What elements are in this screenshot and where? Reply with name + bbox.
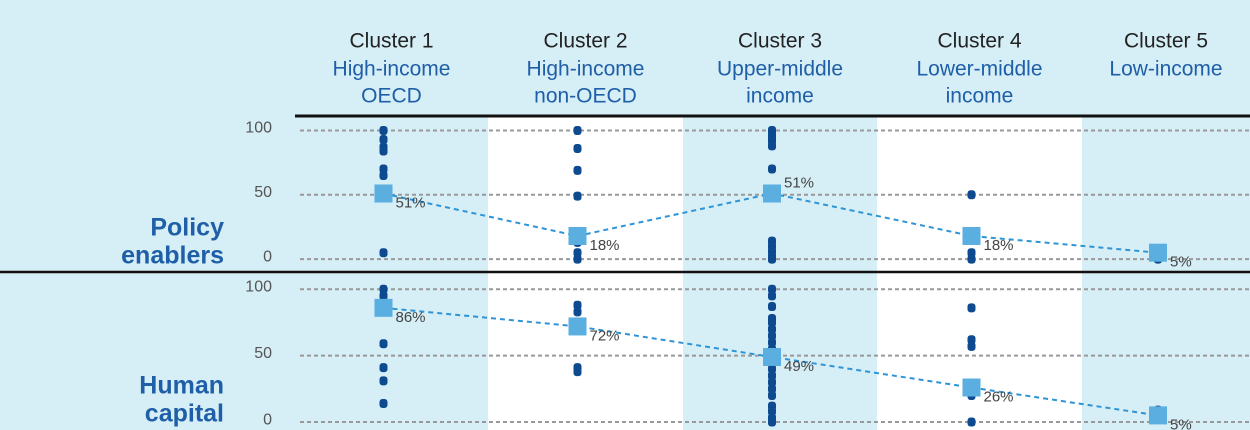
value-label: 86% bbox=[396, 309, 426, 326]
column-subtitle: non-OECD bbox=[534, 85, 637, 108]
mean-marker bbox=[374, 184, 393, 203]
column-subtitle: Upper-middle bbox=[717, 58, 843, 81]
dot bbox=[768, 417, 776, 427]
dot bbox=[768, 371, 776, 381]
dot bbox=[573, 165, 582, 175]
panel-label: Human bbox=[139, 372, 224, 400]
value-label: 18% bbox=[984, 237, 1014, 254]
y-tick-label: 50 bbox=[254, 184, 272, 201]
dot bbox=[573, 367, 582, 377]
column-header: Cluster 1 bbox=[349, 30, 433, 53]
dot bbox=[768, 284, 776, 294]
dot bbox=[379, 170, 388, 180]
mean-marker bbox=[763, 184, 781, 203]
dot bbox=[967, 341, 976, 351]
dot bbox=[768, 390, 776, 400]
dot bbox=[967, 190, 976, 200]
mean-marker bbox=[962, 226, 981, 245]
column-header: Cluster 3 bbox=[738, 30, 822, 53]
dot bbox=[379, 398, 388, 408]
dot bbox=[768, 337, 776, 347]
dot bbox=[379, 284, 388, 294]
y-tick-label: 0 bbox=[263, 411, 272, 428]
value-label: 51% bbox=[396, 194, 426, 211]
dot bbox=[768, 406, 776, 416]
value-label: 49% bbox=[784, 358, 814, 375]
mean-marker bbox=[763, 347, 781, 366]
dot bbox=[768, 377, 776, 387]
mean-marker bbox=[962, 378, 981, 397]
dot bbox=[768, 331, 776, 341]
dot bbox=[768, 254, 776, 264]
y-tick-label: 0 bbox=[263, 248, 272, 265]
dot bbox=[573, 125, 582, 135]
y-tick-label: 50 bbox=[254, 345, 272, 362]
dot bbox=[379, 363, 388, 373]
dot bbox=[768, 141, 776, 151]
column-bg bbox=[488, 117, 683, 430]
value-label: 5% bbox=[1170, 416, 1192, 430]
dot bbox=[573, 300, 582, 310]
dot bbox=[379, 376, 388, 386]
mean-marker bbox=[1149, 243, 1167, 262]
column-header: Cluster 2 bbox=[543, 30, 627, 53]
column-subtitle: Low-income bbox=[1109, 58, 1222, 81]
dot bbox=[768, 364, 776, 374]
dot bbox=[379, 248, 388, 258]
dot bbox=[379, 291, 388, 301]
value-label: 5% bbox=[1170, 254, 1192, 271]
dot bbox=[379, 339, 388, 349]
dot bbox=[379, 125, 388, 135]
dot bbox=[379, 146, 388, 156]
column-subtitle: Lower-middle bbox=[916, 58, 1042, 81]
mean-marker bbox=[568, 226, 587, 245]
dot bbox=[768, 317, 776, 327]
value-label: 18% bbox=[590, 237, 620, 254]
value-label: 26% bbox=[984, 388, 1014, 405]
panel-label: Policy bbox=[150, 214, 224, 242]
dot bbox=[768, 324, 776, 334]
dot bbox=[967, 254, 976, 264]
column-subtitle: High-income bbox=[527, 58, 645, 81]
mean-marker bbox=[374, 298, 393, 317]
dot bbox=[768, 164, 776, 174]
dot bbox=[573, 254, 582, 264]
column-subtitle: OECD bbox=[361, 85, 422, 108]
column-subtitle: income bbox=[746, 85, 814, 108]
dot bbox=[768, 291, 776, 301]
column-header: Cluster 5 bbox=[1124, 30, 1208, 53]
mean-marker bbox=[1149, 406, 1167, 425]
dot bbox=[379, 134, 388, 144]
panel-label: capital bbox=[145, 400, 224, 428]
dot bbox=[967, 303, 976, 313]
y-tick-label: 100 bbox=[245, 120, 272, 137]
y-tick-label: 100 bbox=[245, 278, 272, 295]
value-label: 72% bbox=[590, 327, 620, 344]
dot bbox=[967, 335, 976, 345]
dot bbox=[768, 302, 776, 312]
column-subtitle: income bbox=[946, 85, 1014, 108]
dot bbox=[573, 143, 582, 153]
panel-label: enablers bbox=[121, 242, 224, 270]
dot bbox=[967, 417, 976, 427]
value-label: 51% bbox=[784, 174, 814, 191]
column-subtitle: High-income bbox=[333, 58, 451, 81]
dot bbox=[573, 191, 582, 201]
dot bbox=[573, 307, 582, 317]
mean-marker bbox=[568, 317, 587, 336]
dot bbox=[768, 384, 776, 394]
column-header: Cluster 4 bbox=[937, 30, 1021, 53]
